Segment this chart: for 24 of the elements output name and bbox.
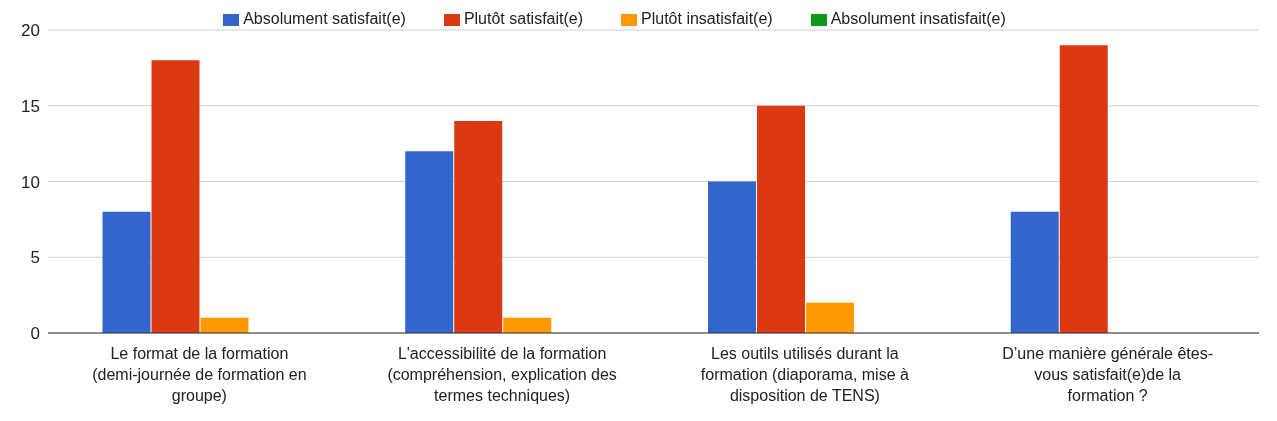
bar	[806, 302, 854, 333]
bar	[102, 211, 151, 333]
y-tick-label: 0	[30, 324, 40, 344]
x-tick-label: Le format de la formation (demi-journée de formation en groupe)	[92, 345, 307, 404]
legend-label: Plutôt satisfait(e)	[463, 10, 584, 27]
bar	[757, 105, 805, 333]
y-tick-label: 5	[30, 248, 40, 268]
y-tick-label: 10	[21, 172, 40, 192]
bar	[405, 151, 454, 333]
y-tick-label: 15	[21, 96, 40, 116]
legend-label: Absolument satisfait(e)	[243, 10, 406, 27]
bar	[1059, 45, 1108, 333]
bar	[454, 120, 503, 333]
legend-label: Absolument insatisfait(e)	[830, 10, 1006, 27]
x-tick-label: L'accessibilité de la formation (compréhension, explication des termes techniques)	[387, 345, 617, 404]
bar	[503, 317, 552, 333]
y-tick-label: 20	[21, 21, 40, 41]
bar	[200, 317, 249, 333]
bar	[1010, 211, 1059, 333]
x-tick-label: D’une manière générale êtes-vous satisfait(e)de la formation ?	[1002, 345, 1214, 404]
x-tick-label: Les outils utilisés durant la formation (diaporama, mise à disposition de TENS)	[700, 345, 910, 404]
legend-label: Plutôt insatisfait(e)	[641, 10, 773, 27]
bar	[151, 60, 200, 333]
bar	[708, 181, 756, 333]
